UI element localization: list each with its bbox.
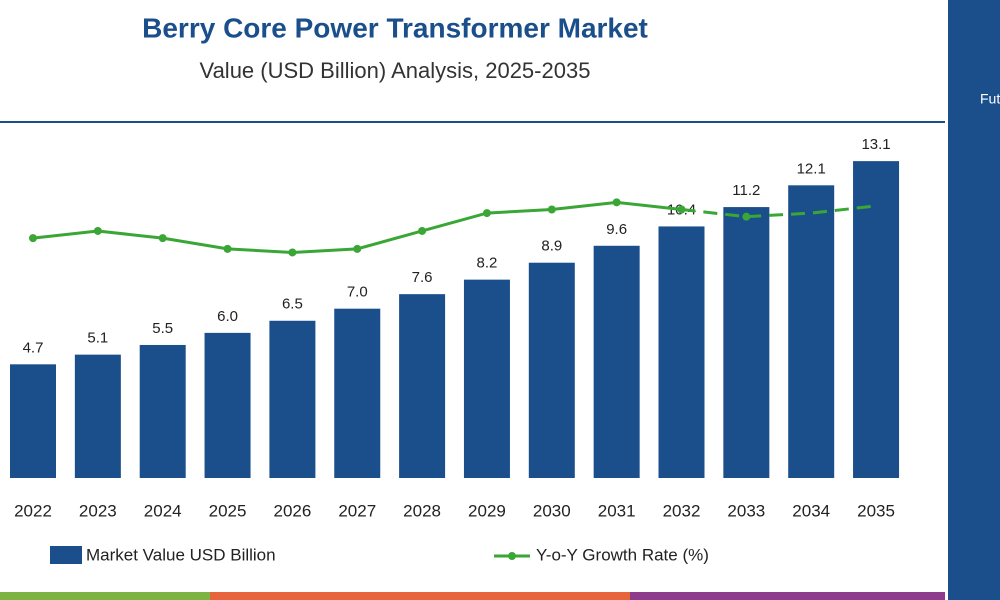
- chart-title: Berry Core Power Transformer Market: [142, 12, 648, 43]
- data-label: 7.6: [412, 269, 433, 286]
- growth-marker: [482, 209, 491, 218]
- x-tick-label: 2027: [338, 501, 376, 520]
- x-tick-label: 2022: [14, 501, 52, 520]
- growth-marker: [93, 226, 102, 235]
- x-tick-label: 2023: [79, 501, 117, 520]
- x-tick-label: 2035: [857, 501, 895, 520]
- data-label: 5.5: [152, 320, 173, 337]
- x-tick-label: 2032: [663, 501, 701, 520]
- data-label: 6.5: [282, 296, 303, 313]
- x-tick-label: 2033: [727, 501, 765, 520]
- bar: [74, 354, 121, 478]
- x-tick-label: 2030: [533, 501, 571, 520]
- data-label: 5.1: [87, 330, 108, 347]
- data-label: 9.6: [606, 221, 627, 238]
- growth-line: [681, 204, 877, 219]
- data-label: 8.9: [541, 238, 562, 255]
- bar: [658, 226, 705, 478]
- bar: [788, 185, 835, 479]
- bar: [463, 279, 510, 478]
- footer-strip: [630, 592, 945, 600]
- x-tick-label: 2028: [403, 501, 441, 520]
- growth-marker: [288, 248, 297, 257]
- bar: [853, 161, 900, 478]
- x-tick-label: 2029: [468, 501, 506, 520]
- data-label: 13.1: [861, 136, 890, 153]
- bar: [269, 320, 316, 478]
- data-label: 8.2: [477, 255, 498, 272]
- growth-marker: [418, 226, 427, 235]
- data-label: 11.2: [732, 182, 760, 199]
- chart-subtitle: Value (USD Billion) Analysis, 2025-2035: [200, 58, 591, 83]
- legend-swatch: [508, 552, 516, 560]
- growth-marker: [677, 205, 686, 214]
- x-tick-label: 2024: [144, 501, 182, 520]
- growth-marker: [29, 234, 37, 243]
- growth-marker: [742, 212, 751, 221]
- x-tick-label: 2031: [598, 501, 636, 520]
- data-label: 12.1: [797, 160, 826, 177]
- sidebar: [948, 0, 1000, 600]
- growth-marker: [223, 244, 232, 253]
- legend-swatch: [50, 546, 82, 564]
- footer-strip: [0, 592, 210, 600]
- legend-label: Market Value USD Billion: [86, 545, 276, 564]
- x-tick-label: 2026: [273, 501, 311, 520]
- growth-marker: [158, 234, 167, 243]
- footer-strip: [210, 592, 630, 600]
- data-label: 7.0: [347, 284, 368, 301]
- bar: [528, 262, 575, 478]
- bar: [723, 207, 770, 478]
- bar: [10, 364, 56, 478]
- legend-label: Y-o-Y Growth Rate (%): [536, 545, 709, 564]
- growth-marker: [353, 244, 362, 253]
- bar: [204, 332, 251, 478]
- bar: [593, 245, 640, 478]
- bar: [139, 344, 186, 478]
- growth-marker: [547, 205, 556, 214]
- x-tick-label: 2034: [792, 501, 830, 520]
- bar: [399, 294, 446, 478]
- data-label: 6.0: [217, 308, 238, 325]
- x-tick-label: 2025: [209, 501, 247, 520]
- data-label: 4.7: [23, 339, 44, 356]
- sidebar-logo: Fut: [980, 91, 1000, 107]
- bar: [334, 308, 381, 478]
- growth-marker: [612, 198, 621, 207]
